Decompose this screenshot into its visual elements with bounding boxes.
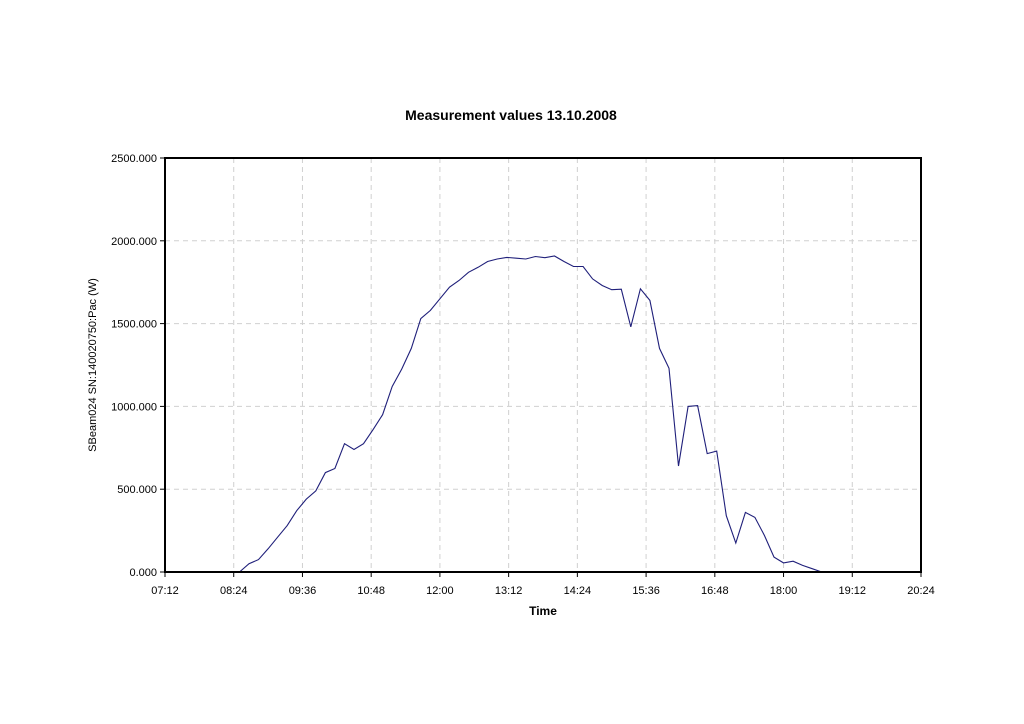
x-tick-label: 12:00 (426, 585, 454, 597)
x-tick-label: 18:00 (770, 585, 798, 597)
x-tick-label: 07:12 (151, 585, 179, 597)
y-tick-label: 2500.000 (111, 153, 157, 165)
x-tick-label: 13:12 (495, 585, 523, 597)
y-axis-ticks: 0.000 500.000 1000.000 1500.000 2000.000 2500… (111, 153, 165, 579)
y-tick-label: 2000.000 (111, 236, 157, 248)
y-tick-label: 0.000 (129, 567, 157, 579)
y-tick-label: 1000.000 (111, 401, 157, 413)
plot-frame (164, 157, 922, 573)
x-tick-label: 09:36 (289, 585, 317, 597)
x-tick-label: 10:48 (357, 585, 385, 597)
x-tick-label: 20:24 (907, 585, 935, 597)
x-tick-label: 14:24 (564, 585, 592, 597)
x-tick-label: 15:36 (632, 585, 660, 597)
series-line (239, 255, 822, 573)
y-tick-label: 500.000 (117, 484, 157, 496)
x-tick-label: 08:24 (220, 585, 248, 597)
x-tick-label: 16:48 (701, 585, 729, 597)
x-tick-label: 19:12 (839, 585, 867, 597)
gridlines (165, 158, 921, 572)
y-axis-label: SBeam024 SN:14002075​0:Pac (W) (87, 278, 99, 452)
chart-title: Measurement values 13.10.2008 (405, 107, 617, 123)
x-axis-ticks: 07:12 08:24 09:36 10:48 12:00 13:12 14:24 15:36… (151, 572, 935, 597)
y-tick-label: 1500.000 (111, 319, 157, 331)
x-axis-label: Time (529, 604, 557, 618)
